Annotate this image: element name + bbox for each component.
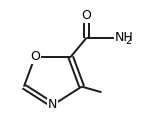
Text: 2: 2	[125, 36, 131, 46]
Text: O: O	[82, 9, 92, 22]
Text: O: O	[30, 50, 40, 63]
Text: NH: NH	[115, 31, 133, 44]
Text: N: N	[48, 99, 57, 111]
